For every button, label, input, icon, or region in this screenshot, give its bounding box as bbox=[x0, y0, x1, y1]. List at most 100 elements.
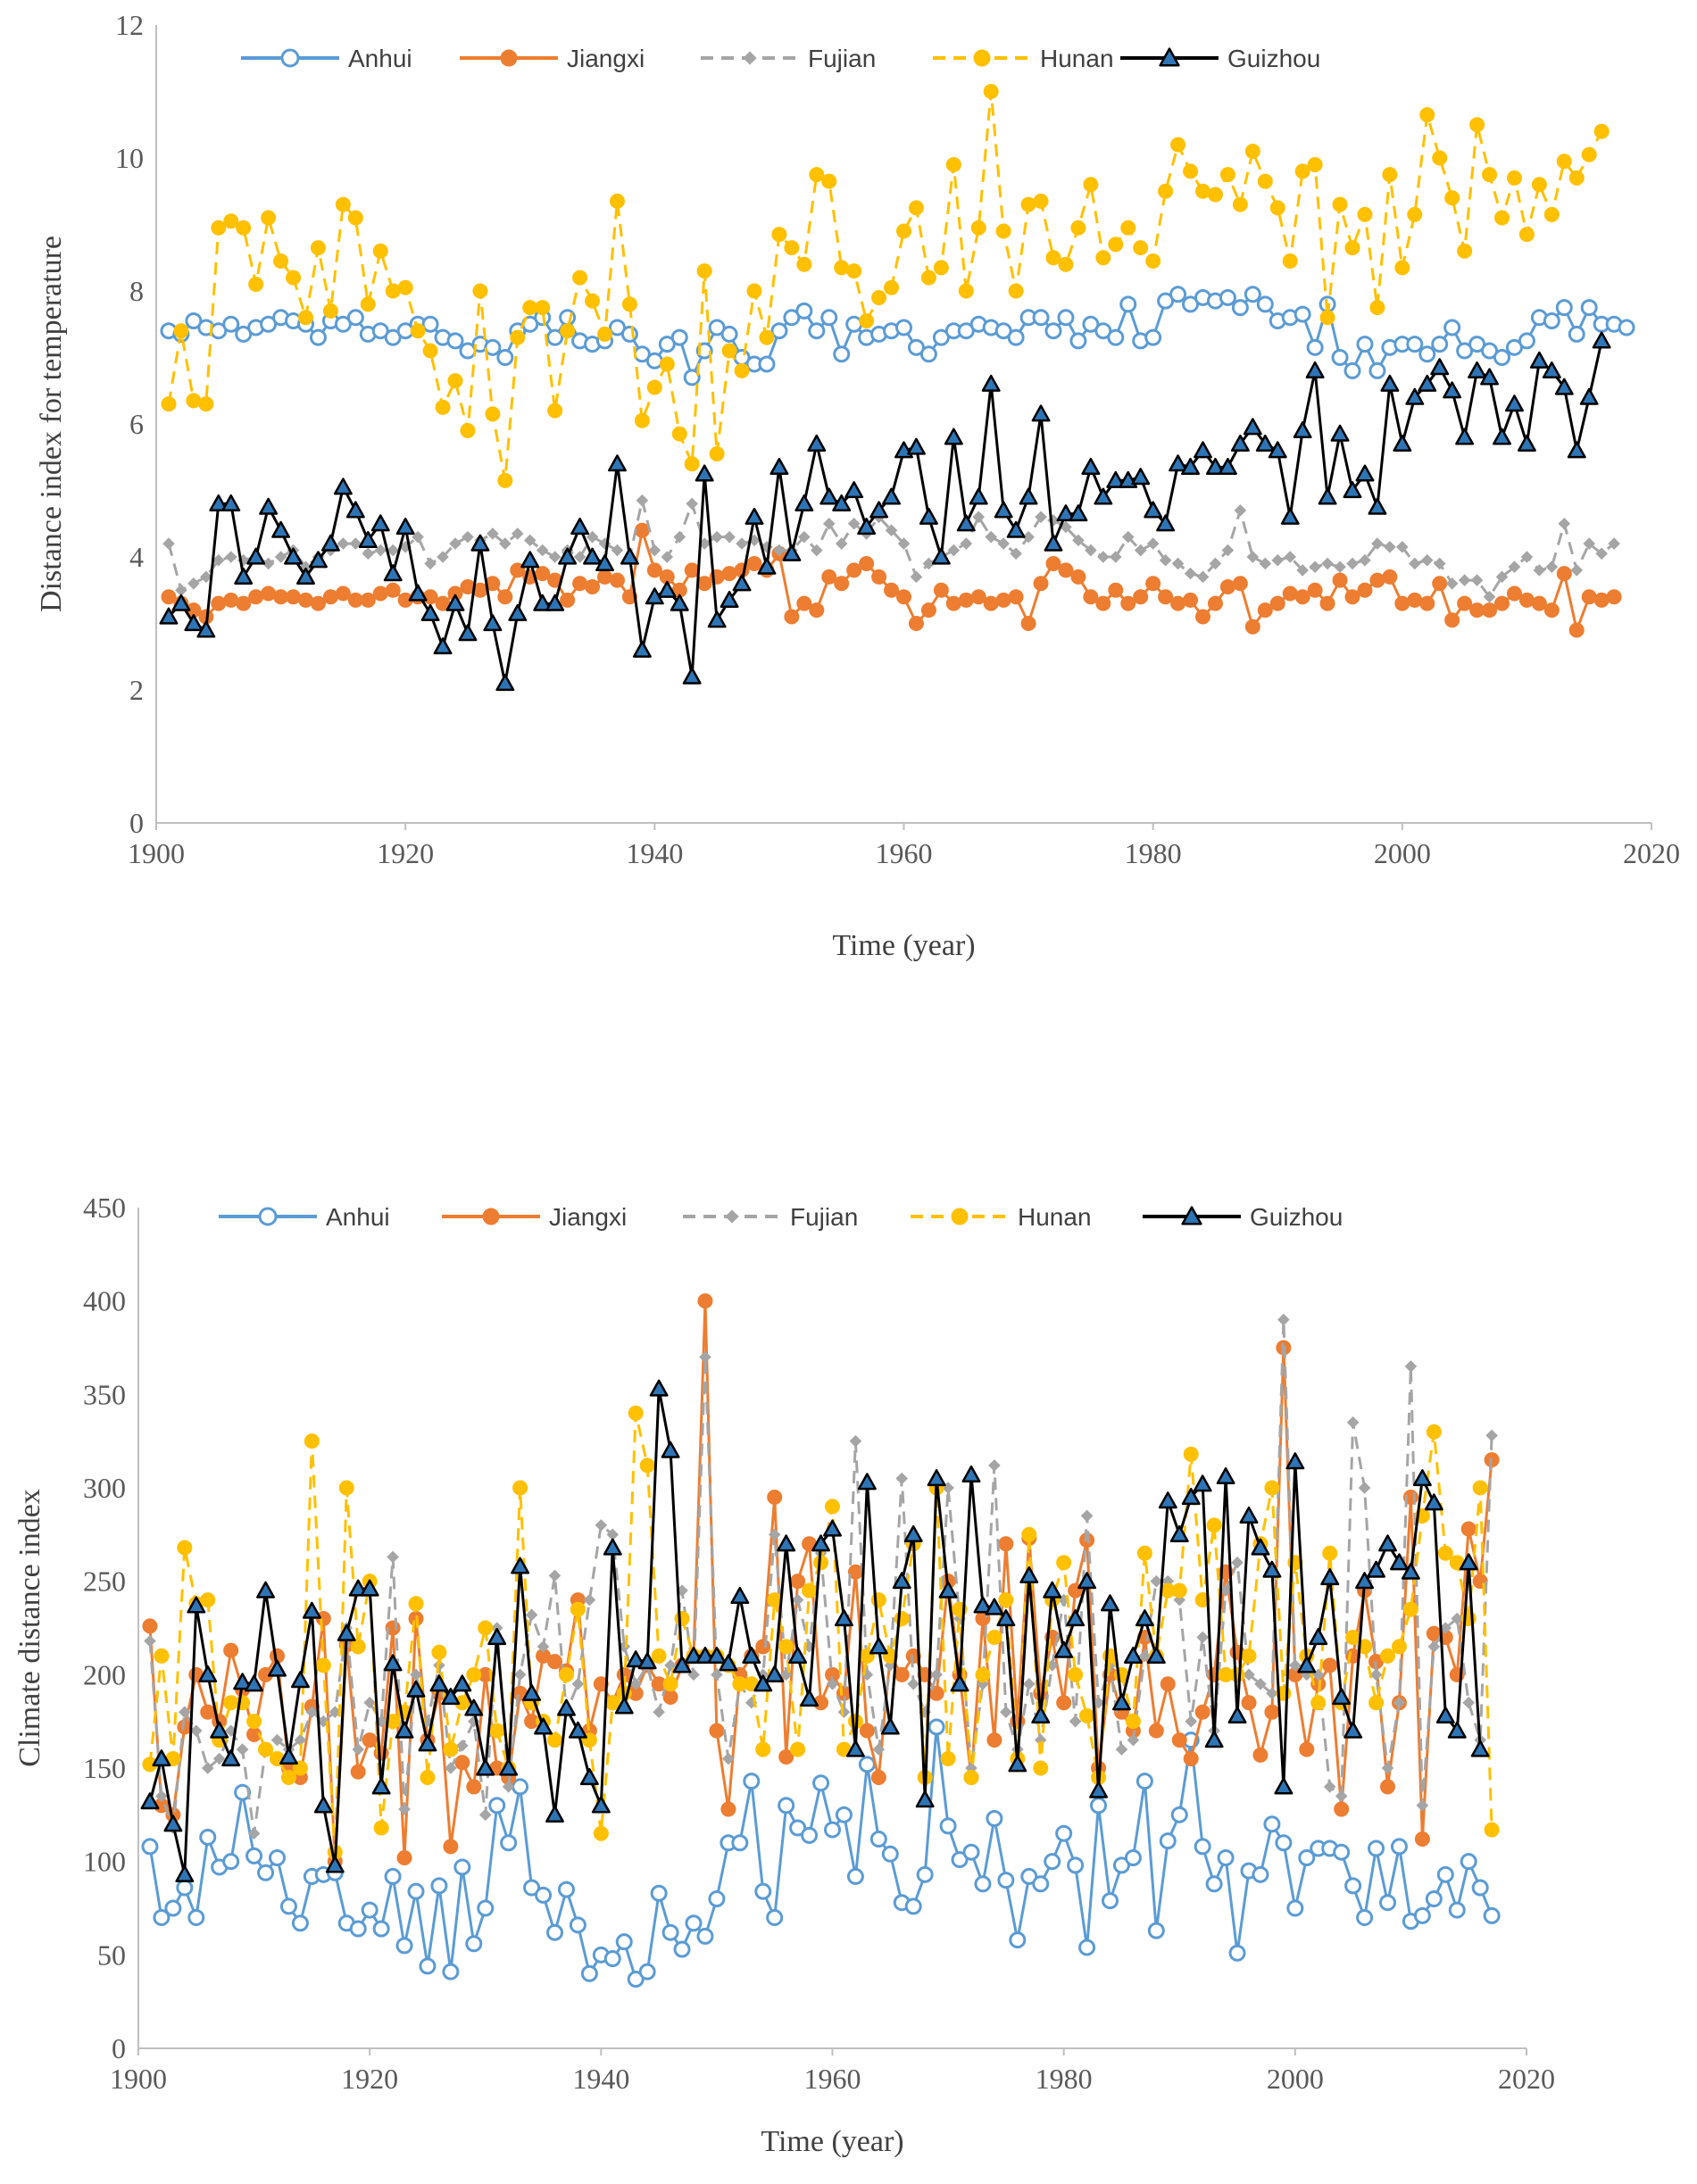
data-point bbox=[523, 1879, 541, 1897]
data-point bbox=[1159, 553, 1172, 567]
legend-item-jiangxi: Jiangxi bbox=[442, 1203, 627, 1231]
legend-marker bbox=[280, 48, 300, 68]
data-point bbox=[778, 1797, 795, 1814]
data-point bbox=[349, 1920, 367, 1938]
data-point bbox=[1294, 163, 1310, 179]
data-point bbox=[870, 1592, 886, 1608]
data-point bbox=[1019, 487, 1038, 505]
x-axis-title: Time (year) bbox=[761, 2125, 903, 2158]
data-point bbox=[916, 1865, 934, 1883]
data-point bbox=[1171, 1732, 1187, 1748]
data-point bbox=[895, 319, 912, 336]
data-point bbox=[1056, 504, 1076, 522]
data-point bbox=[1472, 1480, 1488, 1496]
data-point bbox=[1390, 1553, 1409, 1571]
data-point bbox=[684, 1646, 703, 1665]
data-point bbox=[603, 1950, 621, 1968]
data-point bbox=[672, 1656, 692, 1673]
data-point bbox=[175, 1864, 195, 1882]
data-point bbox=[833, 345, 851, 363]
data-point bbox=[1146, 537, 1160, 550]
data-point bbox=[1567, 441, 1586, 459]
data-point bbox=[1035, 511, 1047, 524]
data-point bbox=[1319, 310, 1335, 326]
data-point bbox=[1147, 1922, 1165, 1939]
data-point bbox=[558, 1666, 574, 1682]
y-tick-label: 250 bbox=[83, 1565, 126, 1598]
data-point bbox=[945, 156, 961, 172]
data-point bbox=[748, 534, 761, 547]
data-point bbox=[1368, 1839, 1385, 1857]
data-point bbox=[430, 1877, 448, 1895]
data-point bbox=[783, 309, 801, 327]
y-tick-label: 0 bbox=[112, 2032, 126, 2064]
data-point bbox=[1008, 283, 1024, 299]
data-point bbox=[930, 1668, 943, 1682]
data-point bbox=[1433, 557, 1446, 570]
data-point bbox=[1169, 286, 1187, 303]
series-jiangxi bbox=[161, 522, 1622, 638]
data-point bbox=[944, 428, 963, 445]
data-point bbox=[661, 551, 674, 563]
data-point bbox=[720, 325, 738, 343]
data-point bbox=[1418, 345, 1436, 363]
data-point bbox=[1195, 609, 1210, 625]
data-point bbox=[746, 555, 762, 571]
data-point bbox=[1216, 1466, 1235, 1485]
data-point bbox=[1369, 572, 1385, 588]
data-point bbox=[928, 1718, 945, 1736]
data-point bbox=[1228, 1944, 1246, 1962]
data-point bbox=[1080, 1509, 1094, 1523]
data-point bbox=[1131, 468, 1151, 486]
data-point bbox=[951, 1851, 969, 1869]
data-point bbox=[791, 1593, 804, 1607]
data-point bbox=[360, 1579, 379, 1597]
data-point bbox=[1244, 619, 1260, 635]
data-point bbox=[832, 494, 852, 512]
data-point bbox=[558, 547, 578, 565]
data-point bbox=[1309, 561, 1321, 573]
data-point bbox=[1359, 553, 1371, 567]
data-point bbox=[1123, 1646, 1143, 1665]
y-tick-label: 10 bbox=[115, 142, 144, 174]
data-point bbox=[1259, 557, 1272, 570]
data-point bbox=[1426, 1424, 1442, 1440]
data-point bbox=[520, 551, 540, 569]
data-point bbox=[201, 1762, 214, 1774]
data-point bbox=[210, 1721, 229, 1739]
data-point bbox=[1293, 421, 1312, 439]
legend-item-hunan: Hunan bbox=[911, 1203, 1092, 1231]
data-point bbox=[1207, 187, 1223, 203]
data-point bbox=[771, 227, 787, 243]
data-point bbox=[945, 595, 961, 611]
data-point bbox=[1394, 260, 1410, 276]
data-point bbox=[497, 589, 513, 605]
data-point bbox=[734, 362, 750, 378]
data-point bbox=[1384, 541, 1396, 553]
data-point bbox=[162, 537, 175, 550]
data-point bbox=[362, 547, 375, 561]
data-point bbox=[1124, 1848, 1142, 1866]
data-point bbox=[1069, 1715, 1082, 1728]
data-point bbox=[449, 537, 462, 550]
data-point bbox=[570, 518, 590, 536]
data-point bbox=[910, 570, 923, 584]
data-point bbox=[807, 434, 827, 452]
data-point bbox=[1345, 1629, 1361, 1645]
data-point bbox=[1408, 557, 1421, 570]
data-point bbox=[1419, 595, 1435, 611]
data-point bbox=[1533, 564, 1546, 577]
data-point bbox=[585, 293, 601, 309]
data-point bbox=[466, 1779, 482, 1795]
data-point bbox=[161, 589, 177, 605]
data-point bbox=[398, 1803, 411, 1815]
temperature-distance-chart: 1900 1920 1940 1960 1980 2000 2020 0 2 4 6 8 10 12 Tim… bbox=[35, 9, 1680, 962]
data-point bbox=[245, 1674, 264, 1692]
data-point bbox=[1020, 616, 1036, 631]
data-point bbox=[1380, 1779, 1395, 1795]
data-point bbox=[723, 530, 736, 544]
data-point bbox=[1170, 595, 1186, 611]
data-point bbox=[348, 1579, 368, 1597]
data-point bbox=[1380, 374, 1400, 392]
data-point bbox=[1229, 1666, 1245, 1682]
